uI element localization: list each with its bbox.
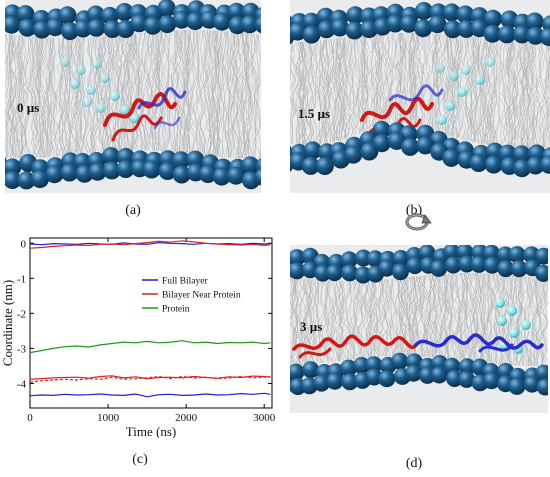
headgroup-beads xyxy=(5,0,261,190)
membrane-snapshot-a: 0 µs xyxy=(5,0,261,193)
lipid-tails xyxy=(5,29,261,159)
series-line xyxy=(29,240,271,249)
panel-b: 1.5 µs (b) xyxy=(285,0,550,230)
time-label: 3 µs xyxy=(300,319,322,334)
panel-d: 3 µs (d) xyxy=(285,245,550,477)
time-label: 1.5 µs xyxy=(298,106,330,121)
series-line xyxy=(29,375,271,383)
y-tick-label: -4 xyxy=(17,378,27,390)
y-tick-label: -2 xyxy=(17,308,26,320)
series-line xyxy=(29,392,271,398)
membrane-snapshot-d: 3 µs xyxy=(290,245,548,413)
protein-ribbons xyxy=(292,333,544,359)
water-beads xyxy=(60,57,140,123)
membrane-snapshot-b: 1.5 µs xyxy=(290,0,550,193)
rotate-arrow-icon xyxy=(404,211,432,233)
headgroup-beads xyxy=(290,245,548,396)
x-tick-label: 1000 xyxy=(97,412,120,424)
snapshot-a-image: 0 µs xyxy=(5,0,261,193)
water-beads xyxy=(435,57,495,125)
snapshot-d-image: 3 µs xyxy=(290,245,548,413)
plot-area xyxy=(29,237,273,409)
x-tick-label: 3000 xyxy=(253,412,276,424)
caption-a: (a) xyxy=(125,203,141,218)
protein-ribbons xyxy=(103,87,187,142)
coordinate-chart: 0 -1 -2 -3 -4 0 1000 2000 3000 Time (ns) Coordinat… xyxy=(0,237,276,439)
y-axis-title: Coordinate (nm) xyxy=(0,280,15,366)
series-line xyxy=(29,241,271,246)
panel-a: 0 µs (a) xyxy=(0,0,265,230)
time-label: 0 µs xyxy=(17,100,39,115)
legend-label: Protein xyxy=(162,305,190,315)
x-axis-title: Time (ns) xyxy=(126,424,176,438)
x-tick-label: 0 xyxy=(27,412,33,424)
headgroup-beads xyxy=(290,2,550,178)
series-line xyxy=(29,340,271,354)
y-tick-label: -3 xyxy=(17,343,27,355)
x-tick-label: 2000 xyxy=(175,412,198,424)
y-tick-label: 0 xyxy=(21,238,27,250)
legend-label: Bilayer Near Protein xyxy=(162,291,241,301)
caption-d: (d) xyxy=(405,456,423,471)
y-tick-label: -1 xyxy=(17,273,26,285)
snapshot-b-image: 1.5 µs xyxy=(290,0,550,193)
legend-label: Full Bilayer xyxy=(162,277,208,287)
panel-c: 0 -1 -2 -3 -4 0 1000 2000 3000 Time (ns) Coordinat… xyxy=(0,228,285,477)
caption-c: (c) xyxy=(132,452,148,467)
